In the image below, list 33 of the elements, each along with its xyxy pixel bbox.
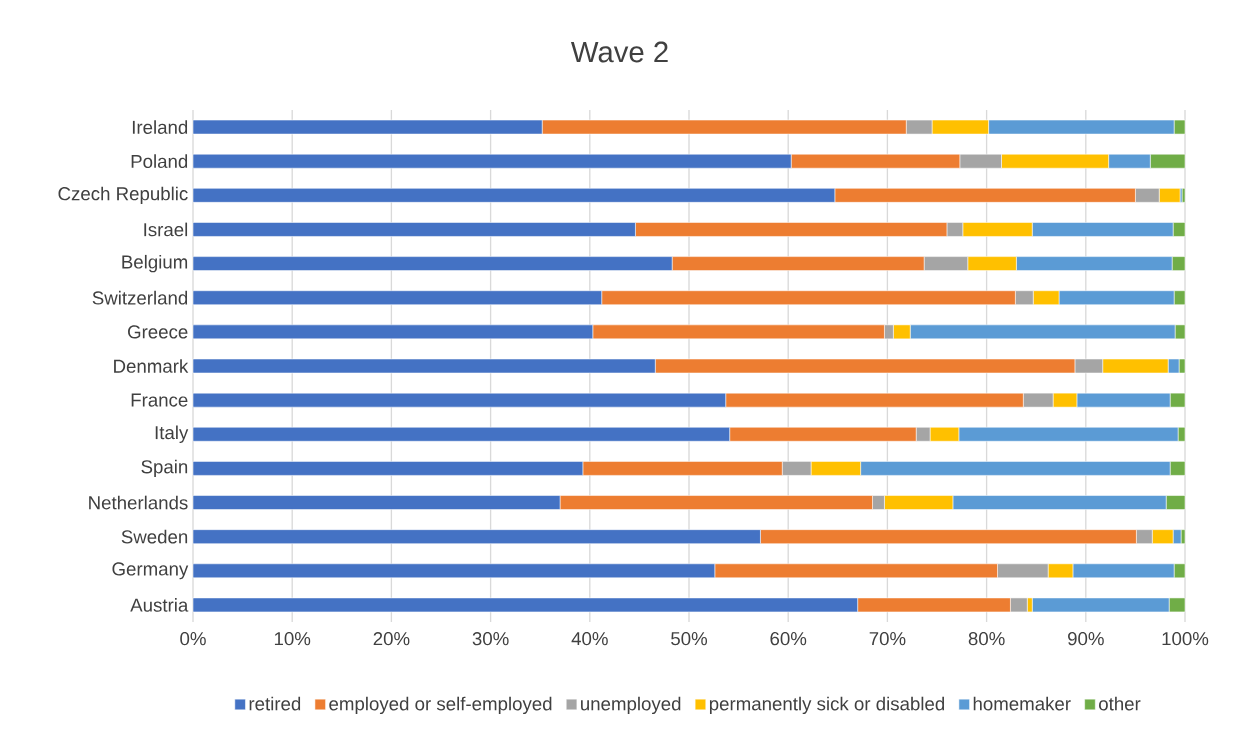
- legend-label: permanently sick or disabled: [709, 696, 945, 715]
- x-tick-label: 80%: [968, 632, 1005, 646]
- legend-label: employed or self-employed: [329, 696, 552, 715]
- x-tick-label: 30%: [472, 632, 509, 646]
- y-tick-label: Denmark: [114, 359, 189, 373]
- y-tick-label: Switzerland: [92, 290, 188, 305]
- x-tick-label: 0%: [180, 632, 206, 646]
- y-tick-label: Netherlands: [89, 495, 188, 510]
- x-tick-label: 40%: [571, 632, 608, 646]
- x-tick-label: 70%: [869, 632, 906, 646]
- y-tick-label: Czech Republic: [58, 186, 188, 205]
- y-tick-label: Germany: [112, 562, 189, 580]
- y-tick-label: Austria: [130, 598, 189, 612]
- y-tick-label: Poland: [131, 154, 188, 169]
- legend-label: retired: [249, 696, 301, 711]
- x-tick-label: 20%: [373, 632, 410, 646]
- y-tick-label: France: [131, 393, 188, 407]
- y-tick-label: Israel: [144, 222, 188, 237]
- x-tick-label: 50%: [671, 632, 708, 646]
- chart-title: Wave 2: [570, 41, 668, 63]
- legend-label: other: [1099, 696, 1141, 711]
- x-tick-label: 10%: [274, 632, 311, 646]
- x-tick-label: 90%: [1068, 632, 1104, 646]
- legend-label: unemployed: [581, 696, 681, 715]
- y-tick-label: Italy: [155, 425, 189, 443]
- legend-label: homemaker: [973, 696, 1071, 711]
- y-tick-label: Belgium: [122, 254, 188, 273]
- x-tick-label: 100%: [1162, 632, 1209, 646]
- y-tick-label: Spain: [141, 459, 188, 478]
- y-tick-label: Ireland: [132, 120, 188, 134]
- y-tick-label: Sweden: [121, 529, 188, 544]
- y-tick-label: Greece: [128, 325, 188, 339]
- x-tick-label: 60%: [770, 632, 807, 646]
